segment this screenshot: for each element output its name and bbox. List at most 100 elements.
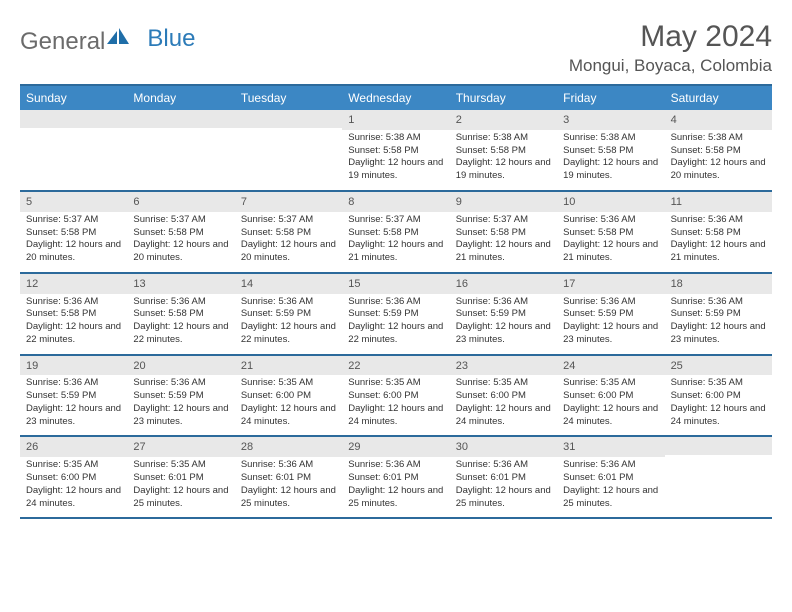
calendar-cell: 20Sunrise: 5:36 AMSunset: 5:59 PMDayligh…: [127, 356, 234, 436]
cell-line: Sunset: 5:58 PM: [26, 227, 121, 240]
month-title: May 2024: [569, 20, 772, 54]
cell-body: Sunrise: 5:36 AMSunset: 6:01 PMDaylight:…: [342, 457, 449, 517]
calendar-cell: 30Sunrise: 5:36 AMSunset: 6:01 PMDayligh…: [450, 437, 557, 517]
cell-body: [127, 128, 234, 188]
cell-line: Sunset: 6:00 PM: [348, 390, 443, 403]
day-number: 10: [557, 192, 664, 212]
calendar-cell: 13Sunrise: 5:36 AMSunset: 5:58 PMDayligh…: [127, 274, 234, 354]
cell-line: Sunset: 5:58 PM: [456, 227, 551, 240]
cell-line: Daylight: 12 hours and 25 minutes.: [241, 485, 336, 511]
cell-body: Sunrise: 5:35 AMSunset: 6:00 PMDaylight:…: [557, 375, 664, 435]
calendar-cell: 1Sunrise: 5:38 AMSunset: 5:58 PMDaylight…: [342, 110, 449, 190]
cell-line: Sunrise: 5:36 AM: [241, 296, 336, 309]
cell-line: Sunrise: 5:36 AM: [348, 296, 443, 309]
calendar-cell: 26 Sunrise: 5:35 AMSunset: 6:00 PMDayligh…: [20, 437, 127, 517]
cell-line: Sunset: 5:58 PM: [348, 227, 443, 240]
cell-line: Sunset: 5:59 PM: [348, 308, 443, 321]
day-header-cell: Tuesday: [235, 86, 342, 110]
cell-line: Daylight: 12 hours and 25 minutes.: [133, 485, 228, 511]
cell-line: Sunrise: 5:35 AM: [26, 459, 121, 472]
day-number: 26: [20, 437, 127, 457]
week-row: 12Sunrise: 5:36 AMSunset: 5:58 PMDayligh…: [20, 274, 772, 356]
cell-body: Sunrise: 5:36 AMSunset: 5:59 PMDaylight:…: [342, 294, 449, 354]
cell-line: Sunrise: 5:36 AM: [563, 214, 658, 227]
cell-body: [665, 455, 772, 515]
day-number: 1: [342, 110, 449, 130]
week-row: 1Sunrise: 5:38 AMSunset: 5:58 PMDaylight…: [20, 110, 772, 192]
day-number: 28: [235, 437, 342, 457]
calendar-cell: 6Sunrise: 5:37 AMSunset: 5:58 PMDaylight…: [127, 192, 234, 272]
cell-line: Daylight: 12 hours and 25 minutes.: [563, 485, 658, 511]
day-number: 20: [127, 356, 234, 376]
cell-line: Sunset: 5:58 PM: [456, 145, 551, 158]
cell-line: Sunrise: 5:36 AM: [563, 459, 658, 472]
cell-body: Sunrise: 5:36 AMSunset: 5:59 PMDaylight:…: [557, 294, 664, 354]
calendar-cell: 3Sunrise: 5:38 AMSunset: 5:58 PMDaylight…: [557, 110, 664, 190]
week-row: 26Sunrise: 5:35 AMSunset: 6:00 PMDayligh…: [20, 437, 772, 519]
cell-line: Sunset: 5:59 PM: [241, 308, 336, 321]
day-header-cell: Saturday: [665, 86, 772, 110]
cell-line: Sunrise: 5:35 AM: [133, 459, 228, 472]
cell-body: Sunrise: 5:37 AMSunset: 5:58 PMDaylight:…: [450, 212, 557, 272]
cell-line: Sunset: 5:58 PM: [26, 308, 121, 321]
day-number: 22: [342, 356, 449, 376]
cell-line: Sunset: 6:01 PM: [348, 472, 443, 485]
cell-line: Sunset: 6:00 PM: [671, 390, 766, 403]
cell-line: Sunrise: 5:35 AM: [241, 377, 336, 390]
cell-line: Daylight: 12 hours and 21 minutes.: [671, 239, 766, 265]
cell-line: Daylight: 12 hours and 24 minutes.: [456, 403, 551, 429]
day-number: 8: [342, 192, 449, 212]
cell-line: Sunset: 5:59 PM: [26, 390, 121, 403]
calendar-cell: 21Sunrise: 5:35 AMSunset: 6:00 PMDayligh…: [235, 356, 342, 436]
day-header-cell: Wednesday: [342, 86, 449, 110]
calendar-cell: 10Sunrise: 5:36 AMSunset: 5:58 PMDayligh…: [557, 192, 664, 272]
day-number: 23: [450, 356, 557, 376]
cell-line: Daylight: 12 hours and 20 minutes.: [671, 157, 766, 183]
day-header-cell: Friday: [557, 86, 664, 110]
cell-line: Sunrise: 5:37 AM: [241, 214, 336, 227]
calendar-cell: 29Sunrise: 5:36 AMSunset: 6:01 PMDayligh…: [342, 437, 449, 517]
cell-body: Sunrise: 5:36 AMSunset: 5:58 PMDaylight:…: [20, 294, 127, 354]
day-number: 31: [557, 437, 664, 457]
calendar-cell: 22Sunrise: 5:35 AMSunset: 6:00 PMDayligh…: [342, 356, 449, 436]
cell-line: Sunrise: 5:36 AM: [133, 296, 228, 309]
cell-line: Sunrise: 5:36 AM: [26, 296, 121, 309]
day-number: 9: [450, 192, 557, 212]
day-number: 24: [557, 356, 664, 376]
cell-line: Daylight: 12 hours and 24 minutes.: [26, 485, 121, 511]
cell-line: Sunset: 6:00 PM: [26, 472, 121, 485]
cell-line: Sunset: 6:00 PM: [241, 390, 336, 403]
calendar-cell: 7Sunrise: 5:37 AMSunset: 5:58 PMDaylight…: [235, 192, 342, 272]
cell-line: Daylight: 12 hours and 19 minutes.: [563, 157, 658, 183]
cell-line: Daylight: 12 hours and 24 minutes.: [348, 403, 443, 429]
day-number: 12: [20, 274, 127, 294]
cell-line: Daylight: 12 hours and 22 minutes.: [133, 321, 228, 347]
day-number: 17: [557, 274, 664, 294]
day-number: 5: [20, 192, 127, 212]
day-number: 14: [235, 274, 342, 294]
cell-line: Daylight: 12 hours and 24 minutes.: [671, 403, 766, 429]
logo: General Blue: [20, 20, 195, 56]
cell-line: Sunrise: 5:36 AM: [456, 296, 551, 309]
day-number: 18: [665, 274, 772, 294]
cell-line: Sunset: 5:58 PM: [133, 227, 228, 240]
cell-body: [20, 128, 127, 188]
cell-line: Sunset: 6:00 PM: [563, 390, 658, 403]
cell-line: Sunrise: 5:38 AM: [563, 132, 658, 145]
calendar-cell: 12Sunrise: 5:36 AMSunset: 5:58 PMDayligh…: [20, 274, 127, 354]
cell-line: Sunrise: 5:37 AM: [348, 214, 443, 227]
cell-body: Sunrise: 5:36 AMSunset: 6:01 PMDaylight:…: [450, 457, 557, 517]
location-text: Mongui, Boyaca, Colombia: [569, 56, 772, 76]
cell-line: Sunrise: 5:38 AM: [348, 132, 443, 145]
cell-line: Sunset: 5:59 PM: [671, 308, 766, 321]
cell-body: Sunrise: 5:35 AMSunset: 6:00 PMDaylight:…: [450, 375, 557, 435]
day-number: 3: [557, 110, 664, 130]
cell-line: Sunset: 5:59 PM: [133, 390, 228, 403]
cell-line: Daylight: 12 hours and 21 minutes.: [563, 239, 658, 265]
cell-body: Sunrise: 5:35 AMSunset: 6:00 PMDaylight:…: [235, 375, 342, 435]
cell-body: Sunrise: 5:37 AMSunset: 5:58 PMDaylight:…: [342, 212, 449, 272]
cell-line: Daylight: 12 hours and 22 minutes.: [348, 321, 443, 347]
day-header-cell: Sunday: [20, 86, 127, 110]
cell-line: Daylight: 12 hours and 23 minutes.: [563, 321, 658, 347]
cell-line: Sunset: 5:58 PM: [348, 145, 443, 158]
